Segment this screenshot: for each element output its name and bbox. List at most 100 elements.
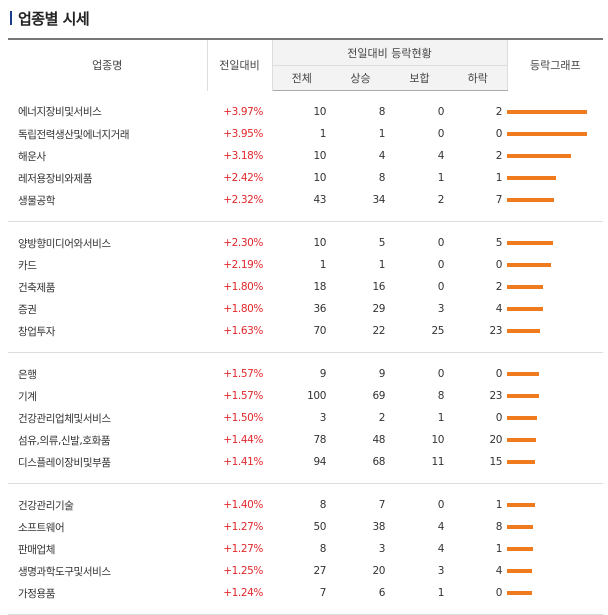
down-count: 7	[449, 189, 508, 222]
table-row: 건강관리기술 +1.40% 8 7 0 1	[8, 484, 603, 517]
col-graph: 등락그래프	[507, 39, 604, 91]
up-count: 8	[378, 172, 386, 184]
up-count: 9	[378, 368, 386, 380]
up-count: 68	[331, 451, 390, 484]
section-header: 업종별 시세	[0, 0, 608, 32]
flat-count: 11	[390, 451, 449, 484]
industry-name-link[interactable]: 은행	[18, 368, 37, 381]
industry-name-link[interactable]: 레저용장비와제품	[18, 172, 93, 185]
total-count: 43	[272, 189, 331, 222]
total-count: 18	[313, 281, 326, 293]
change-rate: +2.42%	[223, 172, 263, 184]
change-rate: +1.50%	[223, 412, 263, 424]
change-bar	[507, 132, 588, 136]
up-count: 1	[378, 259, 386, 271]
industry-name-link[interactable]: 해운사	[18, 150, 46, 163]
graph-cell	[507, 484, 603, 517]
up-count: 5	[378, 237, 386, 249]
table-body: 에너지장비및서비스 +3.97% 10 8 0 2 독립전력생산및에너지거래 +3.95% 1 1…	[8, 91, 604, 615]
down-count: 23	[489, 390, 503, 402]
table-row: 디스플레이장비및부품 +1.41% 94 68 11 15	[8, 451, 604, 484]
table-row: 창업투자 +1.63% 70 22 25 23	[8, 320, 604, 353]
industry-name-link[interactable]: 섬유,의류,신발,호화품	[18, 434, 111, 447]
change-rate: +1.41%	[207, 451, 272, 484]
down-count: 0	[495, 412, 503, 424]
industry-name-link[interactable]: 카드	[18, 259, 37, 272]
flat-count: 25	[390, 320, 449, 353]
change-bar	[507, 329, 541, 333]
change-bar	[507, 285, 544, 289]
industry-name-link[interactable]: 건축제품	[18, 281, 56, 294]
col-industry: 업종명	[8, 39, 208, 91]
change-bar	[507, 198, 555, 202]
graph-cell	[507, 91, 603, 124]
total-count: 36	[313, 303, 326, 315]
industry-name-link[interactable]: 가정용품	[8, 582, 207, 615]
total-count: 27	[313, 565, 326, 577]
down-count: 5	[495, 237, 503, 249]
change-bar	[507, 241, 554, 245]
flat-count: 0	[437, 259, 445, 271]
industry-name-link[interactable]: 증권	[18, 303, 37, 316]
industry-name-link[interactable]: 생물공학	[8, 189, 207, 222]
page-title: 업종별 시세	[18, 10, 90, 28]
change-rate: +3.95%	[223, 128, 263, 140]
flat-count: 4	[437, 150, 445, 162]
up-count: 34	[331, 189, 390, 222]
industry-name-link[interactable]: 기계	[18, 390, 37, 403]
total-count: 10	[313, 150, 326, 162]
change-rate: +1.27%	[223, 543, 263, 555]
change-rate: +1.25%	[223, 565, 263, 577]
industry-name-link[interactable]: 건강관리업체및서비스	[18, 412, 111, 425]
industry-name-link[interactable]: 창업투자	[8, 320, 207, 353]
down-count: 1	[495, 499, 503, 511]
graph-cell	[507, 298, 603, 320]
title-marker	[10, 11, 12, 25]
industry-name-link[interactable]: 양방향미디어와서비스	[18, 237, 111, 250]
change-bar	[507, 438, 537, 442]
up-count: 1	[378, 128, 386, 140]
down-count: 1	[495, 543, 503, 555]
flat-count: 0	[437, 128, 445, 140]
flat-count: 4	[437, 521, 445, 533]
down-count: 20	[489, 434, 503, 446]
industry-name-link[interactable]: 소프트웨어	[18, 521, 65, 534]
change-rate: +1.57%	[223, 390, 263, 402]
change-bar	[507, 176, 557, 180]
table-row: 증권 +1.80% 36 29 3 4	[8, 298, 603, 320]
industry-name-link[interactable]: 에너지장비및서비스	[18, 106, 102, 119]
flat-count: 1	[390, 582, 449, 615]
flat-count: 0	[437, 237, 445, 249]
up-count: 16	[372, 281, 385, 293]
total-count: 10	[313, 106, 326, 118]
total-count: 7	[272, 582, 331, 615]
graph-cell	[507, 222, 603, 255]
industry-name-link[interactable]: 판매업체	[18, 543, 56, 556]
change-rate: +3.97%	[223, 105, 263, 118]
up-count: 6	[331, 582, 390, 615]
total-count: 78	[313, 434, 326, 446]
industry-name-link[interactable]: 독립전력생산및에너지거래	[18, 128, 130, 141]
flat-count: 10	[431, 434, 444, 446]
table-row: 기계 +1.57% 100 69 8 23	[8, 385, 603, 407]
down-count: 0	[495, 368, 503, 380]
table-row: 에너지장비및서비스 +3.97% 10 8 0 2	[8, 91, 603, 124]
change-bar	[507, 394, 540, 398]
graph-cell	[507, 582, 604, 615]
graph-cell	[507, 189, 604, 222]
industry-name-link[interactable]: 디스플레이장비및부품	[8, 451, 207, 484]
table-row: 가정용품 +1.24% 7 6 1 0	[8, 582, 604, 615]
change-bar	[507, 307, 544, 311]
change-rate: +2.32%	[207, 189, 272, 222]
industry-name-link[interactable]: 건강관리기술	[18, 499, 74, 512]
change-bar	[507, 263, 552, 267]
col-flat: 보합	[390, 65, 449, 91]
table-row: 해운사 +3.18% 10 4 4 2	[8, 145, 603, 167]
industry-name-link[interactable]: 생명과학도구및서비스	[18, 565, 111, 578]
change-bar	[507, 154, 572, 158]
down-count: 4	[495, 565, 503, 577]
change-rate: +3.18%	[223, 150, 263, 162]
col-down: 하락	[449, 65, 508, 91]
industry-table: 업종명 전일대비 전일대비 등락현황 등락그래프 전체 상승 보합 하락 에너지…	[8, 38, 604, 615]
flat-count: 0	[437, 499, 445, 511]
